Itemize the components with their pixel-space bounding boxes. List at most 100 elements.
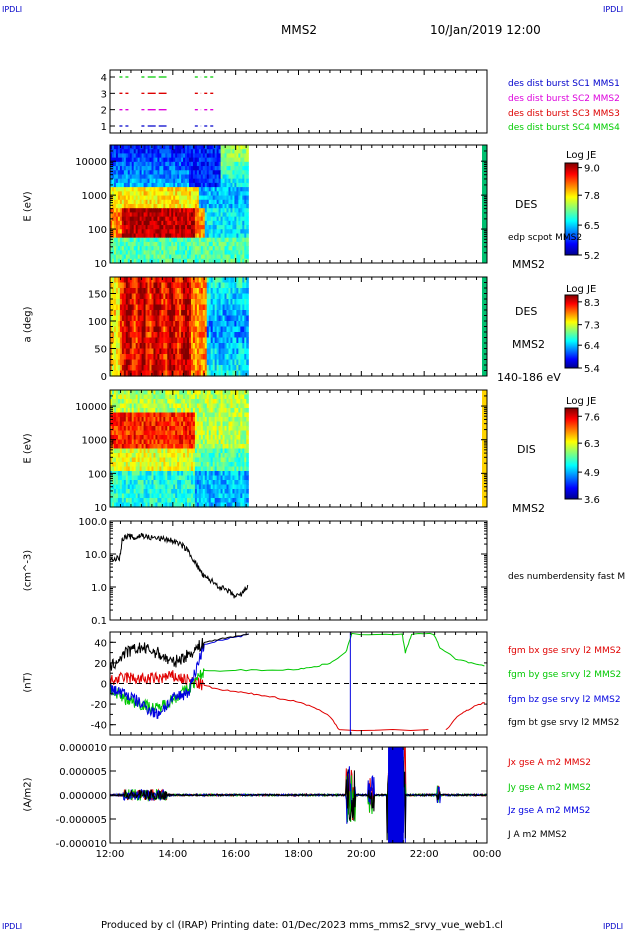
heatmap-cell [214,439,218,445]
heatmap-cell [135,241,139,247]
heatmap-cell [121,321,125,328]
heatmap-cell [145,310,149,317]
heatmap-cell [119,241,123,247]
heatmap-cell [222,199,226,205]
heatmap-cell [183,299,186,306]
heatmap-cell [141,343,145,350]
heatmap-cell [131,288,135,295]
heatmap-cell [173,332,176,339]
heatmap-cell [188,354,192,361]
heatmap-cell [214,237,218,243]
heatmap-cell [165,417,168,423]
heatmap-cell [216,166,220,171]
heatmap-cell [236,229,239,235]
heatmap-cell [153,157,157,163]
heatmap-cell [228,220,232,226]
heatmap-cell [181,191,184,197]
heatmap-cell [115,493,119,499]
heatmap-cell [139,480,143,486]
heatmap-cell [167,187,170,192]
heatmap-cell [143,178,147,184]
heatmap-cell [192,233,196,239]
heatmap-cell [185,174,188,180]
heatmap-cell [137,216,141,222]
heatmap-cell [230,153,234,159]
heatmap-cell [194,498,198,504]
heatmap-cell [218,195,222,201]
heatmap-cell [181,471,184,477]
heatmap-cell [228,484,232,490]
heatmap-cell [190,233,194,239]
heatmap-cell [183,212,186,218]
heatmap-cell [111,277,115,284]
heatmap-cell [173,489,176,495]
heatmap-cell [246,199,249,205]
heatmap-cell [173,417,176,423]
heatmap-cell [155,430,158,436]
heatmap-cell [145,277,149,284]
heatmap-cell [157,326,160,333]
heatmap-cell [119,484,123,490]
heatmap-cell [119,220,123,226]
heatmap-cell [123,254,127,260]
heatmap-cell [157,462,160,468]
heatmap-cell [147,282,151,289]
heatmap-cell [226,403,230,409]
heatmap-cell [151,191,155,197]
heatmap-cell [242,337,245,344]
heatmap-cell [117,370,121,377]
heatmap-cell [242,216,245,222]
heatmap-cell [210,225,214,230]
heatmap-cell [238,343,241,350]
heatmap-cell [125,216,129,222]
heatmap-cell [149,337,153,344]
heatmap-cell [133,444,137,450]
heatmap-cell [198,178,202,184]
heatmap-cell [236,326,239,333]
heatmap-cell [163,390,166,396]
heatmap-cell [175,174,178,180]
heatmap-cell [242,182,245,188]
heatmap-cell [179,182,182,188]
heatmap-cell [185,229,188,235]
heatmap-cell [149,250,153,256]
heatmap-cell [139,182,143,188]
heatmap-cell [131,417,135,423]
heatmap-cell [123,315,127,322]
heatmap-cell [143,489,147,495]
heatmap-cell [190,498,194,504]
heatmap-cell [206,293,210,300]
heatmap-cell [131,448,135,454]
heatmap-cell [110,277,113,284]
heatmap-cell [238,182,241,188]
heatmap-cell [177,466,180,472]
heatmap-cell [173,304,176,311]
heatmap-cell [185,462,188,468]
heatmap-cell [129,484,133,490]
heatmap-cell [218,246,222,251]
heatmap-cell [147,493,151,499]
heatmap-cell [192,453,196,459]
heatmap-cell [151,153,155,159]
heatmap-cell [190,489,194,495]
heatmap-cell [110,326,113,333]
heatmap-cell [135,293,139,300]
heatmap-cell [167,498,170,504]
heatmap-cell [153,178,157,184]
heatmap-cell [216,246,220,251]
heatmap-cell [208,484,212,490]
heatmap-cell [218,321,222,328]
heatmap-cell [196,453,200,459]
heatmap-cell [188,480,192,486]
heatmap-cell [173,390,176,396]
heatmap-cell [240,359,243,366]
heatmap-cell [204,182,208,188]
heatmap-cell [161,444,164,450]
heatmap-cell [196,182,200,188]
heatmap-cell [181,435,184,441]
heatmap-cell [183,439,186,445]
heatmap-cell [192,408,196,414]
heatmap-cell [181,166,184,171]
heatmap-cell [230,229,234,235]
heatmap-cell [119,233,123,239]
